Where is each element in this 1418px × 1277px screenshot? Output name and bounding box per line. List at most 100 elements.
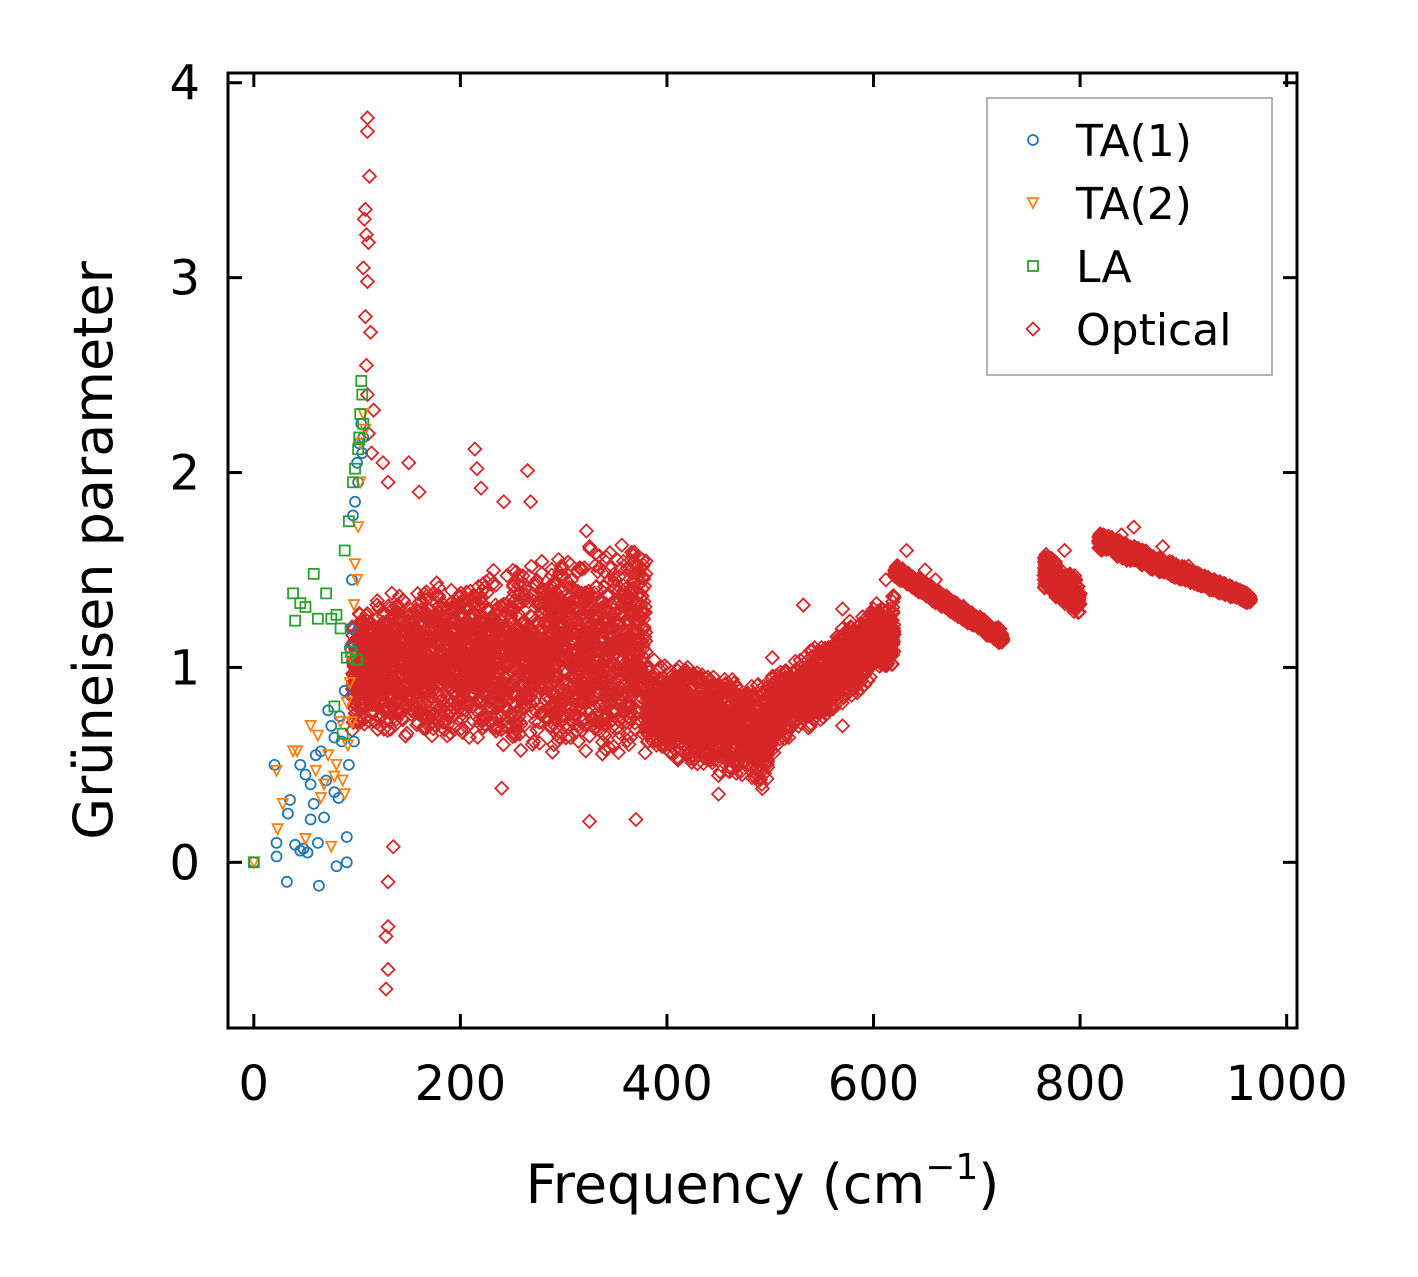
- point-optical: [841, 623, 857, 639]
- point-optical: [750, 718, 767, 735]
- point-optical: [399, 725, 415, 741]
- point-optical: [629, 657, 645, 674]
- point-optical: [546, 697, 563, 714]
- point-optical: [713, 735, 729, 751]
- point-optical: [749, 677, 766, 694]
- point-optical: [583, 600, 600, 617]
- point-optical: [432, 703, 449, 719]
- point-optical: [462, 583, 479, 599]
- point-optical: [401, 638, 417, 655]
- point-optical: [801, 679, 818, 696]
- point-optical: [623, 562, 639, 578]
- point-optical: [599, 706, 615, 723]
- point-optical: [583, 654, 599, 671]
- point-optical: [527, 641, 544, 658]
- point-optical: [543, 567, 560, 583]
- point-optical: [823, 670, 839, 687]
- point-optical: [884, 599, 901, 616]
- point-optical: [579, 635, 595, 652]
- point-optical: [780, 682, 796, 698]
- point-optical: [392, 654, 408, 671]
- point-optical: [609, 552, 626, 568]
- point-optical: [835, 690, 852, 706]
- point-optical: [410, 666, 427, 682]
- point-optical: [458, 584, 475, 601]
- point-optical: [700, 712, 717, 729]
- point-optical: [492, 682, 509, 698]
- point-optical: [811, 668, 827, 685]
- point-optical: [695, 699, 711, 716]
- point-optical: [397, 728, 414, 744]
- point-optical: [529, 722, 545, 738]
- point-optical: [550, 651, 566, 667]
- point-optical: [499, 703, 516, 720]
- point-optical: [884, 624, 900, 641]
- point-optical: [549, 594, 566, 610]
- point-optical: [685, 665, 701, 682]
- point-optical: [460, 634, 477, 650]
- point-optical: [514, 679, 531, 696]
- point-optical: [352, 616, 369, 633]
- point-optical: [572, 677, 589, 693]
- point-optical: [793, 708, 810, 725]
- point-optical: [632, 632, 649, 649]
- point-optical: [501, 592, 518, 609]
- point-optical: [391, 609, 407, 626]
- point-optical: [557, 687, 574, 704]
- point-optical: [364, 693, 380, 709]
- point-optical: [359, 641, 376, 657]
- point-optical: [395, 593, 412, 609]
- point-optical: [749, 753, 766, 770]
- point-optical: [508, 722, 525, 738]
- point-optical: [429, 588, 445, 604]
- point-optical: [886, 589, 902, 606]
- point-optical: [730, 758, 747, 774]
- point-optical: [708, 702, 725, 718]
- point-optical: [763, 727, 779, 743]
- point-optical: [512, 742, 529, 759]
- point-optical: [395, 623, 412, 640]
- point-optical: [667, 668, 684, 684]
- point-optical: [365, 654, 382, 670]
- point-optical: [824, 654, 841, 671]
- point-optical: [431, 604, 448, 621]
- point-optical: [745, 738, 762, 754]
- point-optical: [369, 592, 386, 609]
- point-optical: [465, 655, 481, 671]
- point-optical: [468, 672, 484, 689]
- point-optical: [410, 622, 427, 639]
- point-optical: [632, 669, 648, 685]
- point-optical: [582, 541, 598, 557]
- point-optical: [765, 680, 781, 696]
- point-optical: [472, 592, 488, 608]
- point-optical: [575, 641, 591, 657]
- point-optical: [622, 704, 638, 720]
- point-optical: [501, 656, 517, 673]
- point-optical: [461, 621, 477, 638]
- point-optical: [540, 584, 557, 601]
- point-optical: [356, 716, 373, 732]
- point-optical: [505, 562, 521, 579]
- point-optical: [848, 659, 864, 676]
- point-optical: [503, 705, 519, 722]
- point-optical: [866, 631, 882, 647]
- point-optical: [461, 729, 477, 746]
- point-optical: [638, 717, 655, 734]
- point-optical: [513, 636, 529, 653]
- point-optical: [360, 667, 377, 683]
- point-optical: [417, 709, 433, 725]
- point-optical: [371, 631, 387, 648]
- point-optical: [630, 646, 647, 662]
- point-optical: [616, 674, 632, 691]
- point-optical: [455, 692, 471, 709]
- point-optical: [497, 629, 514, 646]
- point-optical: [679, 741, 696, 757]
- point-optical: [553, 680, 570, 696]
- point-optical: [499, 602, 516, 618]
- point-optical: [824, 674, 840, 691]
- point-optical: [483, 673, 500, 690]
- point-optical: [651, 723, 668, 739]
- point-optical: [681, 681, 698, 697]
- point-optical: [565, 634, 581, 651]
- point-optical: [518, 655, 534, 671]
